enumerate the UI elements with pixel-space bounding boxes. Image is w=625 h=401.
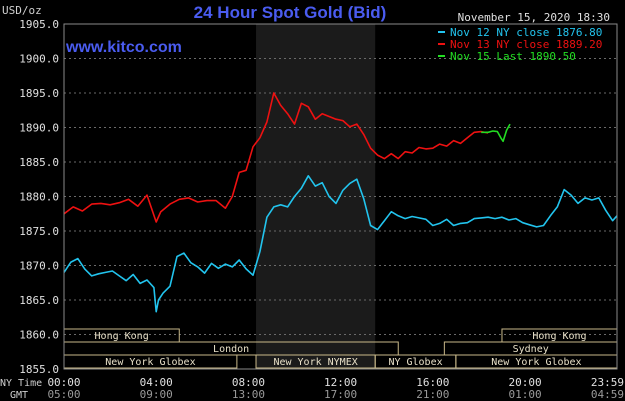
legend-label-nov15: Nov 15 Last 1890.50 bbox=[450, 50, 576, 63]
series-line-0 bbox=[63, 175, 618, 313]
y-tick-label: 1855.0 bbox=[19, 363, 59, 376]
timestamp: November 15, 2020 18:30 bbox=[458, 11, 610, 24]
chart-title: 24 Hour Spot Gold (Bid) bbox=[194, 3, 387, 22]
legend-label-nov12: Nov 12 NY close 1876.80 bbox=[450, 26, 602, 39]
y-tick-labels: 1905.0 1900.0 1895.0 1890.0 1885.0 1880.0 1875… bbox=[19, 18, 59, 376]
y-axis-label: USD/oz bbox=[2, 4, 42, 17]
x-tick-label-gmt: 17:00 bbox=[324, 388, 357, 401]
session-label: New York Globex bbox=[105, 357, 195, 368]
legend-label-nov13: Nov 13 NY close 1889.20 bbox=[450, 38, 602, 51]
y-tick-label: 1865.0 bbox=[19, 294, 59, 307]
session-label: New York NYMEX bbox=[273, 357, 357, 368]
x-tick-label-ny: 20:00 bbox=[508, 376, 541, 389]
y-tick-label: 1860.0 bbox=[19, 329, 59, 342]
x-tick-label-gmt: 05:00 bbox=[47, 388, 80, 401]
x-tick-label-gmt: 13:00 bbox=[232, 388, 265, 401]
series-line-2 bbox=[481, 123, 511, 143]
x-tick-label-ny: 12:00 bbox=[324, 376, 357, 389]
x-tick-label-ny: 16:00 bbox=[416, 376, 449, 389]
y-tick-label: 1870.0 bbox=[19, 260, 59, 273]
x-tick-label-gmt: 01:00 bbox=[508, 388, 541, 401]
session-label: New York Globex bbox=[491, 357, 581, 368]
plot-border bbox=[63, 23, 618, 370]
y-tick-label: 1905.0 bbox=[19, 18, 59, 31]
x-tick-label-ny: 08:00 bbox=[232, 376, 265, 389]
x-tick-label-ny: 23:59 bbox=[591, 376, 624, 389]
x-tick-label-gmt: 21:00 bbox=[416, 388, 449, 401]
session-label: Hong Kong bbox=[532, 331, 586, 342]
x-tick-label-ny: 04:00 bbox=[140, 376, 173, 389]
x-tick-label-gmt: 04:59 bbox=[591, 388, 624, 401]
y-tick-label: 1900.0 bbox=[19, 53, 59, 66]
session-label: London bbox=[213, 344, 249, 355]
series-line-1 bbox=[63, 92, 489, 223]
gmt-row-label: GMT bbox=[10, 390, 28, 401]
legend: Nov 12 NY close 1876.80 Nov 13 NY close … bbox=[438, 26, 602, 63]
session-label: Hong Kong bbox=[95, 331, 149, 342]
series-lines bbox=[63, 92, 618, 313]
y-tick-label: 1895.0 bbox=[19, 87, 59, 100]
y-tick-label: 1885.0 bbox=[19, 156, 59, 169]
y-tick-label: 1890.0 bbox=[19, 122, 59, 135]
y-tick-label: 1880.0 bbox=[19, 191, 59, 204]
session-label: Sydney bbox=[513, 344, 549, 355]
x-tick-label-gmt: 09:00 bbox=[140, 388, 173, 401]
x-tick-label-ny: 00:00 bbox=[47, 376, 80, 389]
ny-time-row-label: NY Time bbox=[0, 378, 42, 389]
y-tick-label: 1875.0 bbox=[19, 225, 59, 238]
session-label: NY Globex bbox=[388, 357, 442, 368]
website-label: www.kitco.com bbox=[65, 39, 182, 56]
